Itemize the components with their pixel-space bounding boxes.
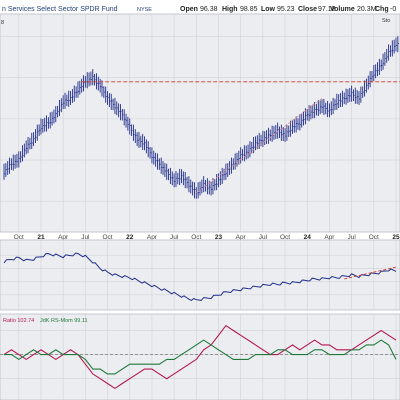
x-tick-label: 25 — [392, 234, 400, 241]
chg-label: Chg — [375, 6, 389, 13]
x-tick-label: 24 — [304, 234, 312, 241]
x-tick-label: Oct — [14, 234, 24, 241]
x-tick-label: 21 — [37, 234, 45, 241]
relative-strength-line — [3, 252, 397, 301]
exchange-label: NYSE — [137, 7, 152, 13]
x-tick-label: Jul — [170, 234, 179, 241]
x-tick-label: Apr — [236, 234, 247, 241]
price-bars — [3, 36, 400, 199]
x-tick-label: 22 — [126, 234, 134, 241]
chart-header: n Services Select Sector SPDR Fund NYSE … — [2, 6, 396, 13]
high-label: High — [222, 6, 238, 13]
rrg-momentum-legend: JdK RS-Mom 99.11 — [40, 318, 88, 324]
open-label: Open — [180, 6, 198, 13]
x-tick-label: Oct — [369, 234, 379, 241]
open-value: 96.38 — [200, 6, 218, 13]
x-tick-label: Oct — [280, 234, 290, 241]
x-axis-ticks: Oct 21 Apr Jul Oct 22 Apr Jul Oct 23 Apr Jul Oct 24 Ap… — [14, 234, 400, 241]
rrg-ratio-line — [3, 324, 397, 390]
x-tick-label: Jul — [259, 234, 268, 241]
x-tick-label: Oct — [191, 234, 201, 241]
symbol-title: n Services Select Sector SPDR Fund — [2, 6, 118, 13]
x-tick-label: 23 — [215, 234, 223, 241]
price-panel — [0, 13, 400, 233]
close-label: Close — [298, 6, 317, 13]
x-tick-label: Apr — [58, 234, 69, 241]
low-label: Low — [261, 6, 276, 13]
x-tick-label: Apr — [147, 234, 158, 241]
volume-value: 20.3M — [357, 6, 377, 13]
x-tick-label: Oct — [102, 234, 112, 241]
relative-strength-panel — [0, 239, 400, 311]
left-cut-label: 8 — [1, 20, 4, 26]
high-value: 98.85 — [240, 6, 258, 13]
x-tick-label: Jul — [347, 234, 356, 241]
x-tick-label: Apr — [324, 234, 335, 241]
rrg-ratio-legend: Ratio 102.74 — [3, 318, 34, 324]
volume-label: Volume — [330, 6, 355, 13]
close-value: 97.18 — [318, 6, 336, 13]
chg-value: -0 — [390, 6, 396, 13]
relative-strength-grid — [0, 240, 400, 310]
relative-strength-trendline — [344, 266, 397, 280]
rrg-panel — [0, 313, 400, 400]
low-value: 95.23 — [277, 6, 295, 13]
x-tick-label: Jul — [81, 234, 90, 241]
trend-line — [196, 97, 323, 194]
rrg-momentum-line — [4, 339, 397, 375]
watermark-text: Sto — [382, 18, 390, 24]
